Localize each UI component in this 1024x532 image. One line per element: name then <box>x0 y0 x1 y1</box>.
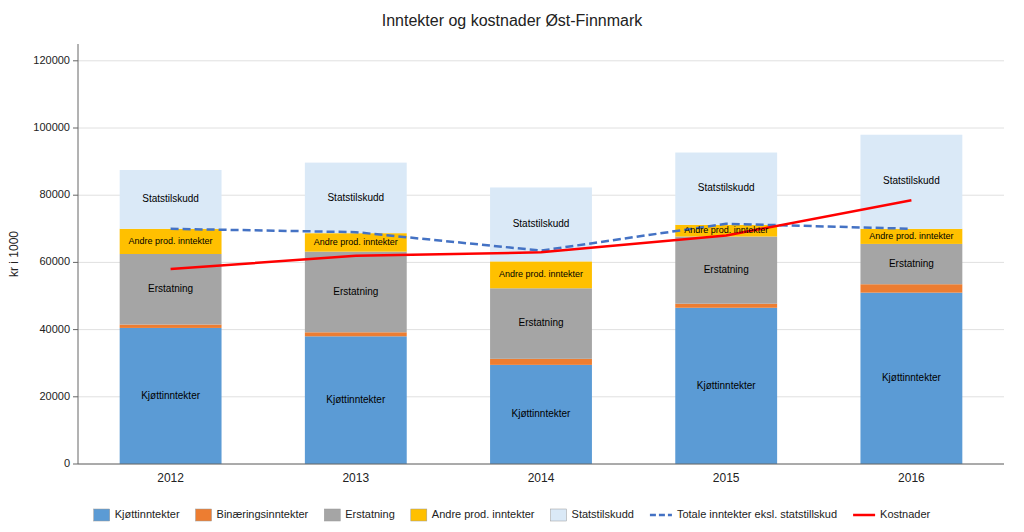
x-axis-line <box>78 464 1004 465</box>
bar <box>120 325 222 328</box>
annotation: Kjøttinntekter <box>512 408 572 419</box>
bar <box>675 225 777 237</box>
annotation: Statstilskudd <box>142 193 199 204</box>
bar <box>305 233 407 251</box>
bar <box>675 304 777 308</box>
annotation: Statstilskudd <box>513 218 570 229</box>
x-axis: 2012 2013 2014 2015 2016 <box>78 464 1004 485</box>
legend-item: Erstatning <box>324 508 395 521</box>
y-tick-label: 20000 <box>39 390 70 402</box>
x-tick-label: 2015 <box>713 471 740 485</box>
legend-swatch <box>411 509 427 521</box>
bar <box>305 332 407 336</box>
y-tick-label: 100000 <box>33 121 70 133</box>
title: Inntekter og kostnader Øst-Finnmark <box>382 12 644 29</box>
annotation: Erstatning <box>518 317 563 328</box>
grid-line <box>78 464 1004 465</box>
annotation: Andre prod. inntekter <box>684 225 768 235</box>
bar <box>675 308 777 464</box>
legend-swatch <box>551 509 567 521</box>
legend-swatch <box>324 509 340 521</box>
legend-item: Statstilskudd <box>551 508 634 521</box>
y-tick-label: 120000 <box>33 54 70 66</box>
bar <box>490 261 592 288</box>
y-axis-line <box>78 44 79 464</box>
legend-label: Erstatning <box>345 508 395 520</box>
annotation: Andre prod. inntekter <box>314 237 398 247</box>
bar <box>675 237 777 304</box>
legend-label: Kjøttinntekter <box>115 508 180 520</box>
legend-item: Kjøttinntekter <box>94 508 180 521</box>
legend-label: Binæringsinntekter <box>217 508 309 520</box>
bar <box>860 229 962 244</box>
y-tick-label: 0 <box>64 457 70 469</box>
y-tick <box>73 464 78 465</box>
annotation: Andre prod. inntekter <box>869 231 953 241</box>
x-tick-label: 2013 <box>342 471 369 485</box>
annotation: Kjøttinntekter <box>697 380 757 391</box>
y-tick-label: 40000 <box>39 323 70 335</box>
annotation: Erstatning <box>148 283 193 294</box>
grid-line <box>78 60 1004 61</box>
annotation: Andre prod. inntekter <box>499 269 583 279</box>
y-tick <box>73 60 78 61</box>
annotation: Andre prod. inntekter <box>129 236 213 246</box>
y-tick <box>73 262 78 263</box>
annotation: Statstilskudd <box>698 182 755 193</box>
x-tick-label: 2014 <box>528 471 555 485</box>
y-axis: 0 20000 40000 60000 80000 100000 120000 <box>33 44 78 469</box>
legend: Kjøttinntekter Binæringsinntekter Erstatni… <box>94 508 931 521</box>
annotation: Kjøttinntekter <box>882 372 942 383</box>
y-tick <box>73 128 78 129</box>
legend-swatch <box>853 514 875 517</box>
plot-area <box>120 135 963 464</box>
line <box>171 200 912 269</box>
bar <box>120 254 222 325</box>
bar <box>490 288 592 359</box>
y-axis-label: kr i 1000 <box>7 231 21 277</box>
bar <box>860 135 962 229</box>
chart: Kjøttinntekter Binæringsinntekter Erstatni… <box>0 0 1024 532</box>
grid-line <box>78 128 1004 129</box>
bar <box>860 293 962 464</box>
bar <box>305 336 407 464</box>
y-tick-label: 80000 <box>39 188 70 200</box>
bar <box>860 284 962 292</box>
legend-item: Kostnader <box>853 508 930 520</box>
x-tick-label: 2016 <box>898 471 925 485</box>
legend-item: Binæringsinntekter <box>196 508 309 521</box>
legend-label: Andre prod. inntekter <box>432 508 535 520</box>
bar <box>120 229 222 254</box>
legend-swatch <box>650 514 672 517</box>
bar <box>490 359 592 365</box>
bar <box>120 328 222 464</box>
bar <box>490 365 592 464</box>
grid <box>78 61 1004 464</box>
bar <box>675 153 777 225</box>
y-tick <box>73 396 78 397</box>
annotation: Kjøttinntekter <box>141 390 201 401</box>
bar <box>860 244 962 284</box>
legend-label: Statstilskudd <box>572 508 634 520</box>
bar <box>305 163 407 234</box>
legend-item: Andre prod. inntekter <box>411 508 535 521</box>
annotation: Erstatning <box>333 286 378 297</box>
annotations: Kjøttinntekter Kjøttinntekter Kjøttinntekt… <box>129 175 954 419</box>
x-tick-label: 2012 <box>157 471 184 485</box>
legend-swatch <box>94 509 110 521</box>
y-tick <box>73 195 78 196</box>
legend-label: Kostnader <box>880 508 930 520</box>
annotation: Erstatning <box>889 258 934 269</box>
y-tick <box>73 329 78 330</box>
annotation: Statstilskudd <box>327 192 384 203</box>
bar <box>120 170 222 229</box>
annotation: Statstilskudd <box>883 175 940 186</box>
annotation: Kjøttinntekter <box>326 394 386 405</box>
bar <box>305 252 407 333</box>
legend-label: Totale inntekter eksl. statstillskud <box>677 508 837 520</box>
y-tick-label: 60000 <box>39 255 70 267</box>
annotation: Erstatning <box>704 264 749 275</box>
legend-swatch <box>196 509 212 521</box>
legend-item: Totale inntekter eksl. statstillskud <box>650 508 837 520</box>
